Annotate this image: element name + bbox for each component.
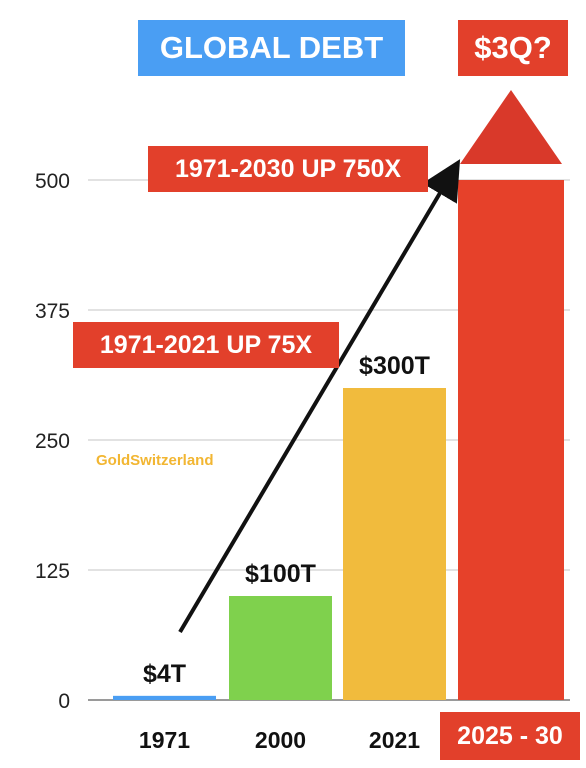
projection-badge: $3Q?	[458, 20, 568, 76]
x-tick-label: 2021	[369, 727, 420, 753]
y-tick-label: 500	[35, 170, 70, 193]
annotation-2021-badge: 1971-2021 UP 75X	[73, 322, 339, 368]
x-tick-label: 1971	[139, 727, 190, 753]
data-label: $300T	[359, 352, 430, 380]
trend-arrow	[178, 159, 461, 634]
data-label: $100T	[245, 560, 316, 588]
watermark-text: GoldSwitzerland	[96, 452, 214, 469]
x-tick-label: 2000	[255, 727, 306, 753]
y-tick-label: 375	[35, 300, 70, 323]
bar-3	[458, 180, 564, 700]
bar-0	[113, 695, 216, 700]
data-label: $4T	[143, 660, 186, 688]
annotation-2030-badge: 1971-2030 UP 750X	[148, 146, 428, 192]
y-tick-label: 125	[35, 560, 70, 583]
x-tick-label-2025-30: 2025 - 30	[440, 712, 580, 760]
y-tick-label: 0	[58, 690, 70, 713]
bar-2	[343, 388, 446, 700]
chart-title-badge: GLOBAL DEBT	[138, 20, 405, 76]
bar-1	[229, 596, 332, 700]
y-tick-label: 250	[35, 430, 70, 453]
projection-arrowhead	[460, 90, 562, 164]
